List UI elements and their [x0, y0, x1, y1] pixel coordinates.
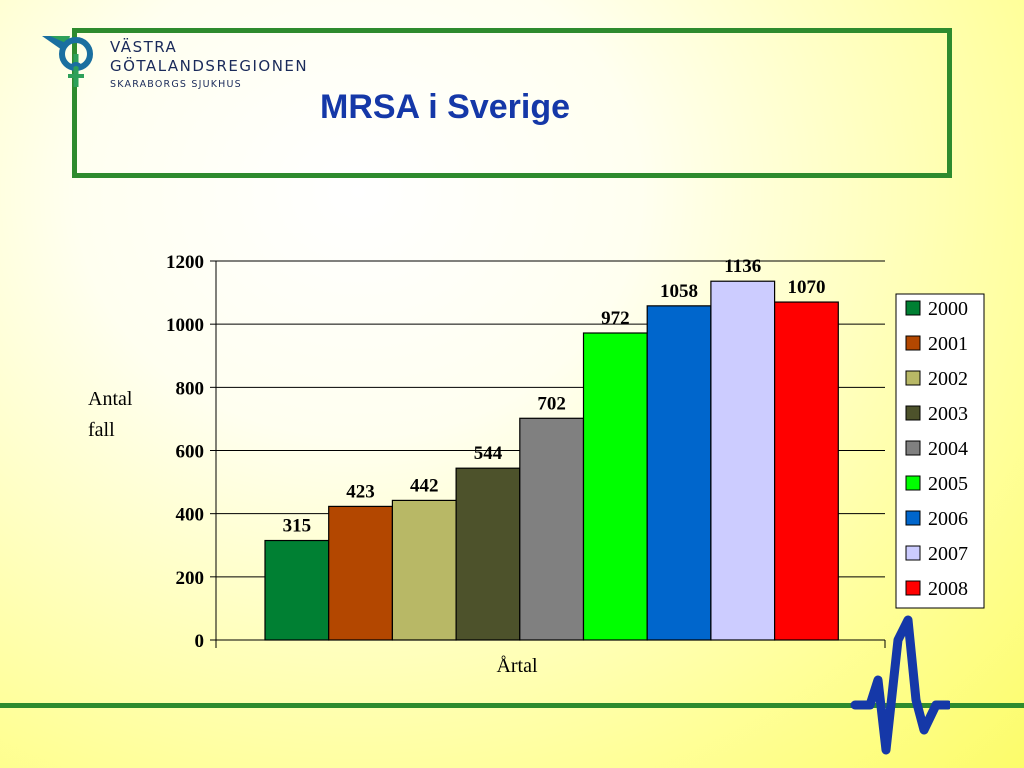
legend-label-2003: 2003 [928, 403, 968, 425]
legend-swatch-2006 [905, 510, 921, 526]
logo-line-1: VÄSTRA [110, 38, 178, 56]
y-axis-label-line-1: Antal [88, 388, 133, 410]
axis-layer: 0 200 400 600 800 1000 1200 [166, 252, 886, 652]
legend-label-2008: 2008 [928, 578, 968, 600]
bar-2002 [391, 499, 457, 641]
legend-label-2005: 2005 [928, 473, 968, 495]
data-label-2008: 1070 [787, 277, 825, 298]
y-tick-label: 1200 [166, 252, 204, 273]
bar-2005 [582, 332, 648, 641]
y-tick-label: 400 [176, 505, 205, 526]
bar-2004 [519, 417, 585, 641]
legend-swatch-2007 [905, 545, 921, 561]
legend-swatch-2008 [905, 580, 921, 596]
y-tick-label: 1000 [166, 315, 204, 336]
y-tick-label: 200 [176, 568, 205, 589]
data-label-2006: 1058 [660, 281, 698, 302]
legend-label-2000: 2000 [928, 298, 968, 320]
bar-chart: 315 423 442 544 702 972 1058 1136 1070 0 200 400 60… [88, 252, 985, 677]
data-label-2005: 972 [601, 308, 630, 329]
data-label-2000: 315 [283, 516, 312, 537]
legend-label-2001: 2001 [928, 333, 968, 355]
header-frame [72, 28, 952, 178]
bar-2008 [773, 301, 839, 641]
bar-2000 [264, 539, 330, 641]
legend-swatch-2003 [905, 405, 921, 421]
logo-line-3: SKARABORGS SJUKHUS [110, 79, 242, 90]
bar-2006 [646, 305, 712, 641]
legend-swatch-2001 [905, 335, 921, 351]
legend-swatch-2000 [905, 300, 921, 316]
region-logo-text: VÄSTRA GÖTALANDSREGIONEN SKARABORGS SJUK… [110, 40, 308, 90]
data-label-2004: 702 [537, 393, 566, 414]
bar-2007 [710, 280, 776, 641]
bar-2001 [328, 505, 394, 641]
legend-label-2002: 2002 [928, 368, 968, 390]
page-title: MRSA i Sverige [320, 88, 571, 126]
legend: 2000 2001 2002 2003 2004 2005 2006 2007 2008 [895, 293, 985, 609]
bar-layer: 315 423 442 544 702 972 1058 1136 1070 [264, 256, 839, 641]
data-label-2003: 544 [474, 443, 503, 464]
legend-swatch-2004 [905, 440, 921, 456]
x-axis-label: Årtal [496, 655, 538, 677]
region-logo-icon [42, 36, 93, 87]
legend-swatch-2005 [905, 475, 921, 491]
y-tick-label: 800 [176, 378, 205, 399]
logo-line-2: GÖTALANDSREGIONEN [110, 57, 309, 75]
pulse-icon [850, 615, 950, 755]
data-label-2001: 423 [346, 481, 375, 502]
y-tick-label: 600 [176, 442, 205, 463]
bottom-rule [0, 703, 1024, 708]
data-label-2002: 442 [410, 475, 439, 496]
y-tick-label: 0 [195, 631, 205, 652]
legend-label-2006: 2006 [928, 508, 968, 530]
legend-label-2004: 2004 [928, 438, 968, 460]
legend-label-2007: 2007 [928, 543, 968, 565]
y-axis-label-line-2: fall [88, 419, 115, 441]
data-label-2007: 1136 [724, 256, 761, 277]
legend-swatch-2002 [905, 370, 921, 386]
bar-2003 [455, 467, 521, 641]
